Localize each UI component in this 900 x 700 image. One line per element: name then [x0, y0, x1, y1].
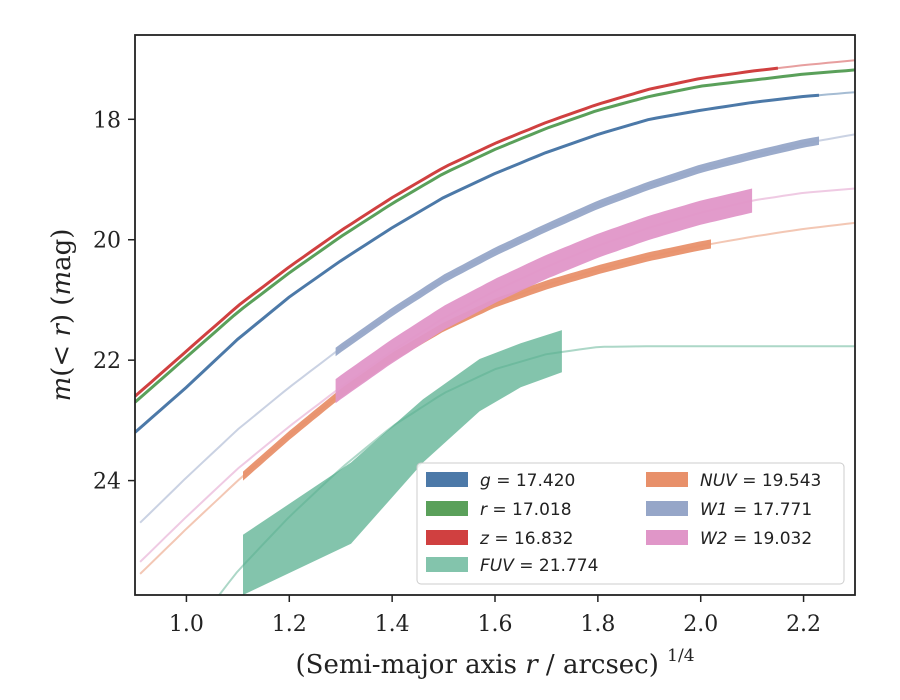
series-fuv-21-774-band [243, 330, 562, 595]
x-tick-label: 1.4 [375, 612, 410, 637]
x-axis: 1.0 1.2 1.4 1.6 1.8 2.0 2.2 [169, 595, 821, 637]
series-z-16-832-data-line [135, 66, 779, 398]
x-axis-title: (Semi-major axis r / arcsec) 1/4 [295, 646, 694, 680]
legend-swatch [646, 530, 688, 545]
x-tick-label: 1.2 [272, 612, 307, 637]
y-tick-label: 18 [93, 108, 121, 133]
x-tick-label: 1.8 [580, 612, 615, 637]
legend-item-w2-19-032: W2 = 19.032 [646, 529, 812, 549]
series-fuv-21-774 [217, 330, 855, 595]
legend-item-z-16-832: z = 16.832 [426, 529, 573, 549]
legend-item-g-17-420: g = 17.420 [426, 471, 575, 491]
legend-label: FUV = 21.774 [480, 556, 598, 576]
x-tick-label: 1.0 [169, 612, 204, 637]
series-r-17-018-data-line [135, 68, 855, 404]
legend-swatch [426, 530, 468, 545]
series-w2-19-032 [139, 187, 855, 563]
y-axis: 18 20 22 24 [93, 108, 135, 495]
legend-label: z = 16.832 [479, 529, 573, 549]
legend-swatch [426, 557, 468, 572]
legend-swatch [646, 472, 688, 487]
x-axis-title-exponent: 1/4 [667, 646, 694, 666]
legend-item-w1-17-771: W1 = 17.771 [646, 500, 812, 520]
legend-label: W1 = 17.771 [700, 500, 812, 520]
legend-label: r = 17.018 [480, 500, 572, 520]
legend: g = 17.420 r = 17.018 z = 16.832 FUV = 21.7… [416, 462, 845, 585]
y-axis-title: m(< r) (mag) [47, 229, 77, 402]
legend-label: W2 = 19.032 [700, 529, 812, 549]
series-g-17-420-data-line [135, 93, 820, 434]
y-tick-label: 20 [93, 229, 121, 254]
series-r-17-018 [135, 68, 855, 404]
x-axis-title-text: (Semi-major axis r / arcsec) [295, 650, 658, 680]
legend-swatch [646, 501, 688, 516]
series-g-17-420 [135, 91, 855, 434]
series-layer [135, 59, 855, 595]
legend-item-r-17-018: r = 17.018 [426, 500, 572, 520]
series-nuv-19-543 [139, 221, 855, 575]
x-tick-label: 2.2 [786, 612, 821, 637]
series-r-17-018-model-line [135, 68, 855, 404]
legend-label: NUV = 19.543 [700, 471, 821, 491]
series-nuv-19-543-band [243, 239, 711, 481]
legend-label: g = 17.420 [480, 471, 575, 491]
legend-swatch [426, 472, 468, 487]
legend-item-fuv-21-774: FUV = 21.774 [426, 556, 598, 576]
legend-swatch [426, 501, 468, 516]
series-w2-19-032-band [335, 188, 753, 404]
series-z-16-832 [135, 59, 855, 398]
x-tick-label: 1.6 [478, 612, 513, 637]
series-w1-17-771 [139, 133, 855, 524]
y-tick-label: 22 [93, 349, 121, 374]
legend-frame [416, 462, 845, 585]
legend-item-nuv-19-543: NUV = 19.543 [646, 471, 821, 491]
x-tick-label: 2.0 [683, 612, 718, 637]
y-tick-label: 24 [93, 470, 121, 495]
